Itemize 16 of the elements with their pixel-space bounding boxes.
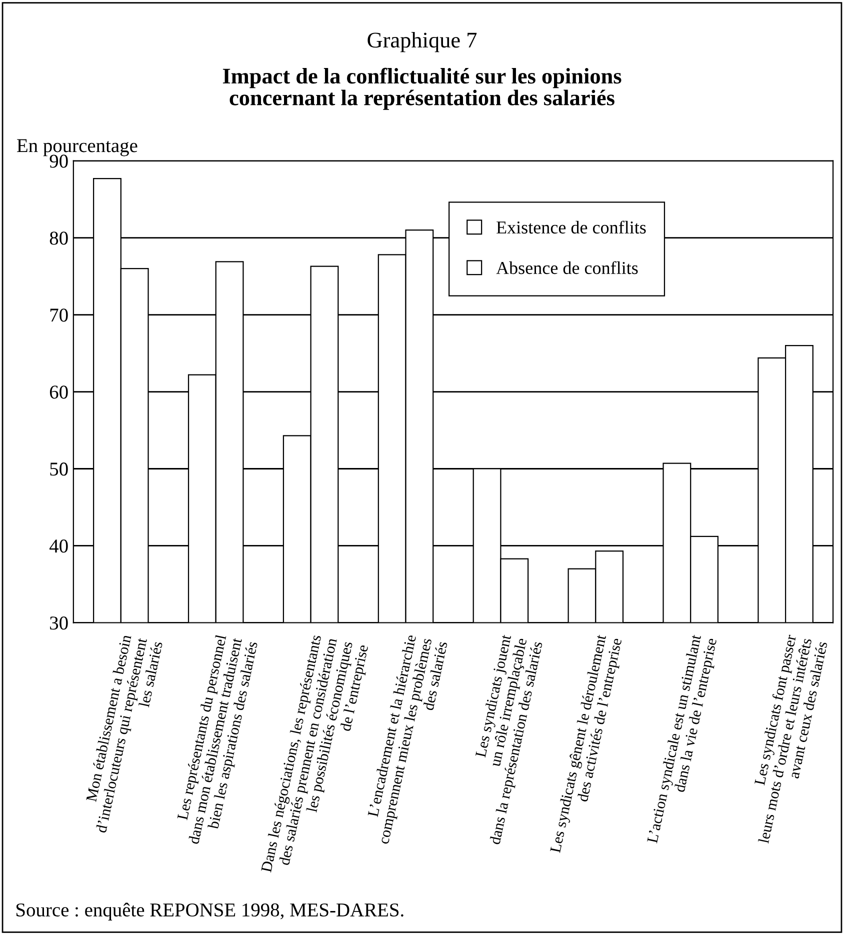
y-tick-label: 90 <box>50 154 68 168</box>
legend-label: Absence de conflits <box>496 261 638 274</box>
y-tick-label: 80 <box>50 232 68 245</box>
chart-title: Impact de la conflictualité sur les opinions concernant la représentation des salariés <box>222 68 622 110</box>
y-tick-label: 50 <box>50 462 68 476</box>
y-axis-title: En pourcentage <box>17 139 138 156</box>
y-tick-label: 70 <box>50 308 68 322</box>
y-tick-label: 40 <box>50 540 68 553</box>
x-tick-label: Les syndicats font passer leurs mots d’ordre et leurs intérêts avant ceux des salariés <box>754 634 828 844</box>
x-tick-label: Les syndicats gênent le déroulement des activités de l’entreprise <box>550 634 625 854</box>
source-note: Source : enquête REPONSE 1998, MES-DARES. <box>16 902 404 920</box>
x-tick-label: L’action syndicale est un stimulant dans la vie de l’entreprise <box>646 634 720 844</box>
legend-label: Existence de conflits <box>496 220 646 234</box>
chart-subtitle: Graphique 7 <box>368 32 477 52</box>
y-tick-label: 60 <box>50 386 68 399</box>
y-tick-label: 30 <box>50 616 68 630</box>
